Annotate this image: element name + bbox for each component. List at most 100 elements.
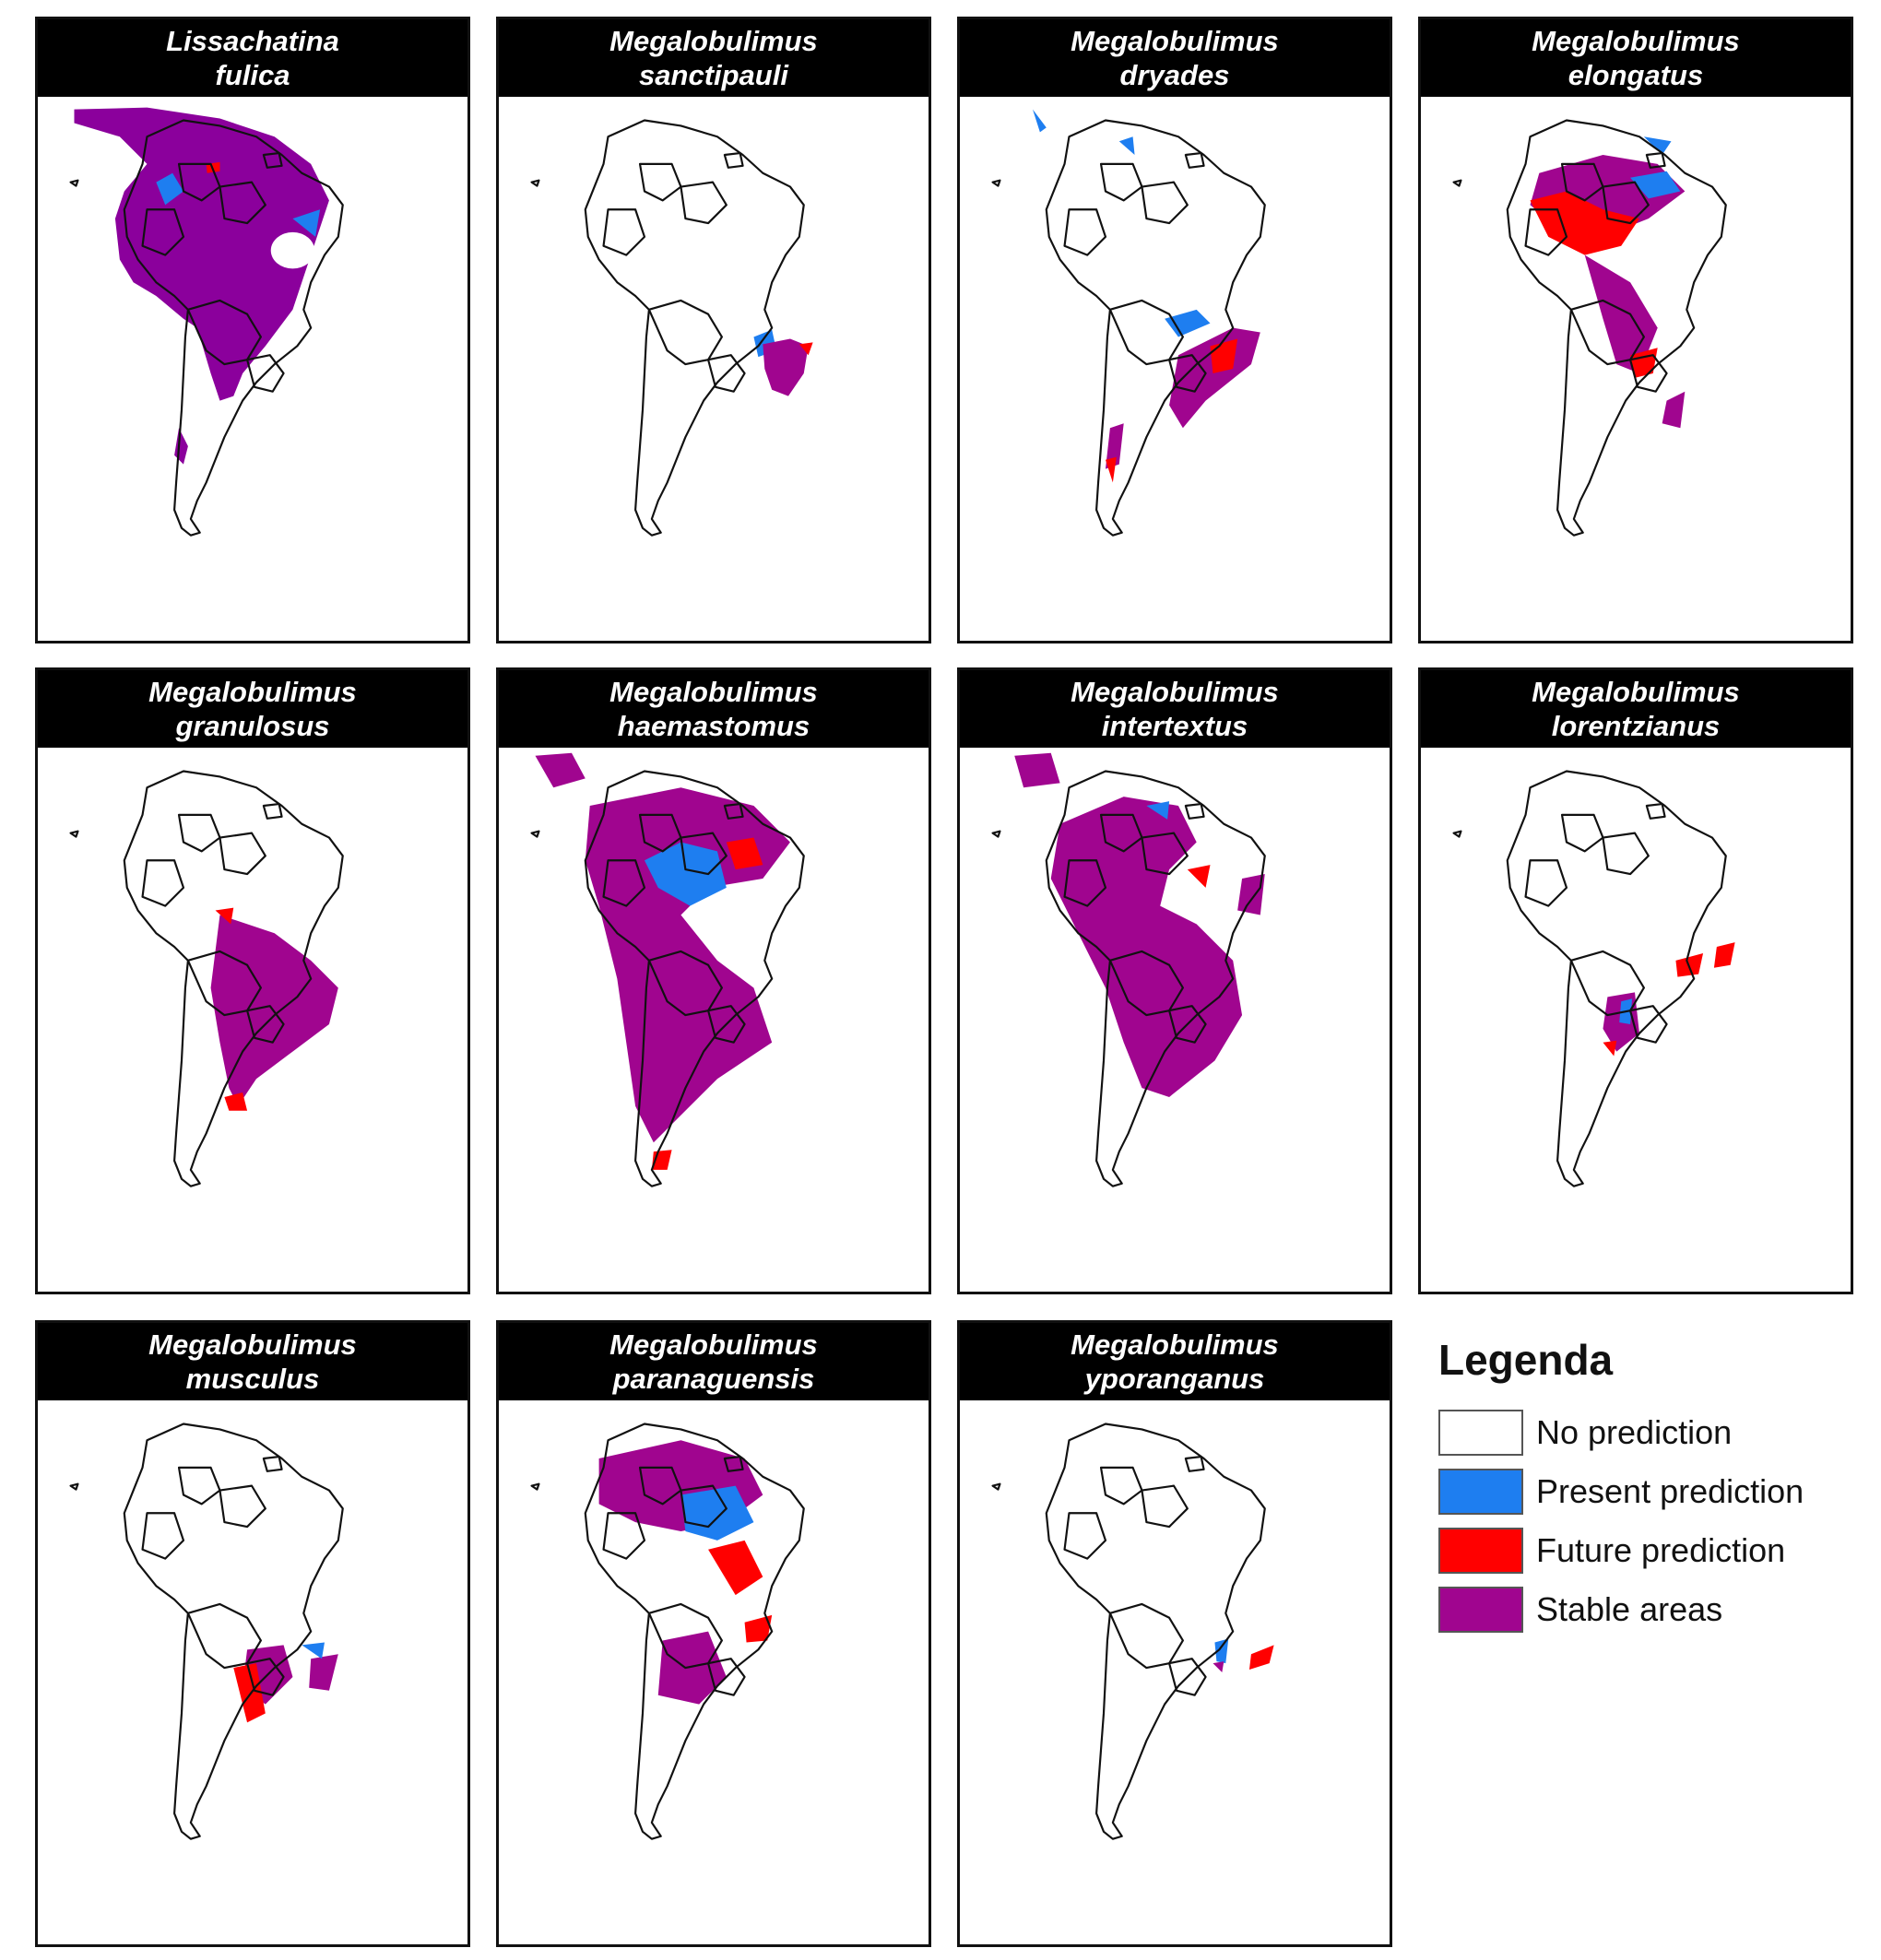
map-svg <box>530 1423 805 1840</box>
panel-megalobulimus-intertextus: Megalobulimus intertextus <box>957 667 1392 1294</box>
panel-megalobulimus-dryades: Megalobulimus dryades <box>957 17 1392 643</box>
panel-title-line1: Megalobulimus <box>609 25 818 57</box>
present-area <box>156 172 183 206</box>
panel-title-line1: Megalobulimus <box>609 676 818 708</box>
legend-item-future-prediction: Future prediction <box>1438 1521 1826 1580</box>
future-area <box>1248 1645 1274 1671</box>
stable-area-north <box>535 752 586 788</box>
panel-title: Megalobulimus elongatus <box>1421 19 1851 97</box>
stable-area <box>1213 1661 1224 1673</box>
present-area <box>1214 1638 1229 1664</box>
present-area <box>1146 801 1170 820</box>
panel-megalobulimus-haemastomus: Megalobulimus haemastomus <box>496 667 931 1294</box>
continent-outline <box>1452 770 1727 1187</box>
legend-swatch <box>1438 1587 1523 1633</box>
present-area-north <box>1643 136 1672 156</box>
future-area <box>215 907 234 925</box>
legend-item-no-prediction: No prediction <box>1438 1403 1826 1462</box>
legend-swatch <box>1438 1410 1523 1456</box>
stable-area <box>74 107 329 401</box>
south-america-map <box>960 97 1390 643</box>
panel-title-line1: Megalobulimus <box>609 1328 818 1361</box>
panel-title-line2: fulica <box>215 59 290 91</box>
continent-outline <box>991 1423 1266 1840</box>
south-america-map <box>499 748 929 1294</box>
panel-megalobulimus-lorentzianus: Megalobulimus lorentzianus <box>1418 667 1853 1294</box>
stable-area-north <box>1014 752 1060 788</box>
legend: Legenda No prediction Present prediction… <box>1438 1335 1826 1667</box>
panel-title-line1: Megalobulimus <box>1071 676 1279 708</box>
south-america-map <box>499 97 929 643</box>
south-america-map <box>38 97 467 643</box>
panel-megalobulimus-granulosus: Megalobulimus granulosus <box>35 667 470 1294</box>
panel-title-line2: paranaguensis <box>612 1363 815 1395</box>
present-area <box>1032 109 1047 133</box>
future-area <box>233 1663 266 1723</box>
legend-item-stable-areas: Stable areas <box>1438 1580 1826 1639</box>
stable-area <box>1169 327 1260 429</box>
panel-title-line1: Lissachatina <box>166 25 339 57</box>
stable-area-south <box>174 428 188 465</box>
south-america-map <box>1421 748 1851 1294</box>
stable-area <box>585 787 790 1143</box>
future-area <box>726 837 763 870</box>
south-america-map <box>960 748 1390 1294</box>
map-svg <box>69 770 344 1187</box>
map-svg <box>530 752 805 1187</box>
panel-title-line2: sanctipauli <box>639 59 788 91</box>
future-area <box>1530 191 1639 255</box>
legend-swatch <box>1438 1469 1523 1515</box>
future-area-west <box>1105 456 1117 483</box>
present-area <box>680 1485 754 1541</box>
map-svg <box>69 107 344 537</box>
panel-title-line1: Megalobulimus <box>148 676 357 708</box>
legend-label: Future prediction <box>1536 1531 1786 1569</box>
future-area-east <box>1713 942 1735 968</box>
panel-megalobulimus-yporanganus: Megalobulimus yporanganus <box>957 1320 1392 1947</box>
stable-area-east <box>1237 874 1265 915</box>
panel-title-line2: yporanganus <box>1084 1363 1265 1395</box>
panel-title-line2: lorentzianus <box>1551 710 1721 742</box>
stable-area <box>1050 797 1243 1097</box>
legend-swatch <box>1438 1528 1523 1574</box>
panel-title: Megalobulimus musculus <box>38 1323 467 1400</box>
panel-title-line2: musculus <box>185 1363 320 1395</box>
panel-title-line1: Megalobulimus <box>1532 25 1740 57</box>
future-area-east <box>744 1614 773 1643</box>
panel-title: Megalobulimus lorentzianus <box>1421 670 1851 748</box>
panel-lissachatina-fulica: Lissachatina fulica <box>35 17 470 643</box>
south-america-map <box>38 1400 467 1947</box>
map-svg <box>991 1423 1274 1840</box>
stable-area-west <box>1105 423 1124 469</box>
legend-item-present-prediction: Present prediction <box>1438 1462 1826 1521</box>
future-area-south <box>224 1092 248 1111</box>
stable-area-south <box>657 1631 727 1705</box>
legend-label: Present prediction <box>1536 1472 1804 1510</box>
panel-title-line2: dryades <box>1119 59 1230 91</box>
panel-title-line1: Megalobulimus <box>1071 25 1279 57</box>
panel-title: Megalobulimus dryades <box>960 19 1390 97</box>
legend-label: No prediction <box>1536 1413 1733 1451</box>
map-svg <box>69 1423 344 1840</box>
present-area <box>644 842 727 906</box>
panel-megalobulimus-musculus: Megalobulimus musculus <box>35 1320 470 1947</box>
legend-title: Legenda <box>1438 1336 1614 1384</box>
future-area <box>799 342 813 356</box>
continent-outline <box>69 1423 344 1840</box>
panel-title: Lissachatina fulica <box>38 19 467 97</box>
present-area-north <box>1118 136 1135 156</box>
map-svg <box>1452 770 1735 1187</box>
panel-title-line2: haemastomus <box>617 710 810 742</box>
map-svg <box>991 752 1266 1187</box>
south-america-map <box>38 748 467 1294</box>
panel-title-line1: Megalobulimus <box>1532 676 1740 708</box>
panel-title-line2: granulosus <box>175 710 330 742</box>
stable-area-east <box>309 1654 338 1691</box>
continent-outline <box>530 119 805 537</box>
present-area-central <box>1165 309 1211 337</box>
stable-area <box>763 338 809 396</box>
panel-megalobulimus-sanctipauli: Megalobulimus sanctipauli <box>496 17 931 643</box>
future-area <box>708 1540 763 1596</box>
south-america-map <box>960 1400 1390 1947</box>
future-area <box>1187 865 1211 888</box>
